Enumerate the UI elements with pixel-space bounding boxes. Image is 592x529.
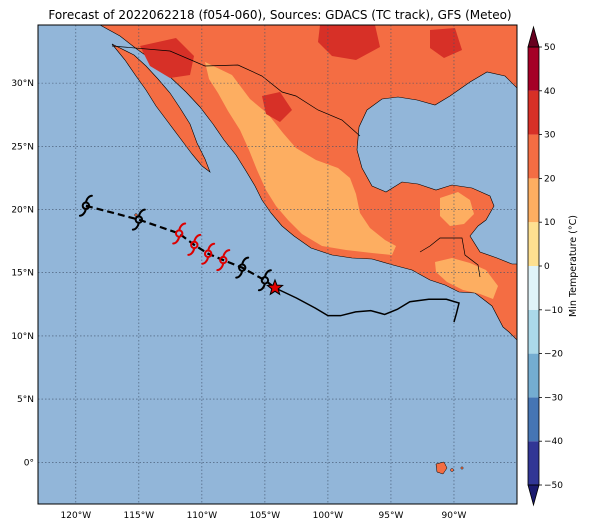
colorbar-band [528,266,539,310]
colorbar-tick-label: 10 [544,218,556,228]
lat-tick-label: 20°N [11,206,34,216]
lat-tick-label: 10°N [11,332,34,342]
land-hot-central [262,92,292,122]
land-cool-yucatan [440,192,474,226]
longitude-labels: 120°W 115°W 110°W 105°W 100°W 95°W 90°W [61,511,467,521]
cyclone-symbol-icon [216,249,231,272]
lat-tick-label: 30°N [11,79,34,89]
lon-tick-label: 95°W [379,511,404,521]
colorbar-extend-top [527,25,540,48]
island [134,213,138,217]
colorbar-tick-label: 20 [544,174,556,184]
island [460,466,464,470]
land-hot-southwest [140,38,194,78]
colorbar-tick-label: −40 [544,437,563,447]
border-guatemala [419,237,481,278]
cyclone-symbol-icon [257,269,272,292]
colorbar-tick-label: −20 [544,350,563,360]
lat-tick-label: 5°N [17,395,34,405]
lon-tick-label: 90°W [442,511,467,521]
lat-tick-label: 0° [24,458,34,468]
map-title: Forecast of 2022062218 (f054-060), Sourc… [48,8,512,22]
colorbar-band [528,178,539,223]
cyclone-symbol-icon [187,233,202,256]
colorbar-band [528,134,539,179]
cyclone-symbol-icon [172,222,187,245]
latitude-labels: 30°N 25°N 20°N 15°N 10°N 5°N 0° [11,79,34,468]
colorbar-tick-label: −30 [544,393,563,403]
lat-tick-label: 25°N [11,142,34,152]
colorbar-band [528,353,539,398]
forecast-track-line [85,204,276,289]
map-frame [37,24,518,505]
past-track-line [274,287,460,323]
land-hot-north [318,25,380,60]
lon-tick-label: 120°W [61,511,92,521]
land-cool-central-america [435,258,498,299]
cyclone-symbol-icon [201,242,216,265]
current-position-star-icon [266,278,284,296]
lon-tick-label: 100°W [313,511,344,521]
colorbar-band [528,47,539,91]
lon-tick-label: 115°W [124,511,155,521]
colorbar-label: Min Temperature (°C) [568,215,579,317]
cyclone-symbol-icon [131,208,146,231]
colorbar-band [528,222,539,266]
cyclone-symbol-icon [235,256,250,279]
colorbar-tick-label: −50 [544,481,563,491]
colorbar-extend-bottom [527,484,540,507]
colorbar-band [528,309,539,354]
colorbar-band [528,441,539,485]
lon-tick-label: 110°W [187,511,218,521]
border-us-mexico [111,45,361,137]
colorbar-tick-label: 30 [544,131,556,141]
colorbar-tick-label: −10 [544,306,563,316]
colorbar-band [528,397,539,442]
cyclone-symbol-icon [78,194,93,217]
colorbar: 50 40 30 20 10 0 −10 −20 −30 −40 −50 [527,25,563,507]
colorbar-tick-label: 40 [544,87,556,97]
lat-tick-label: 15°N [11,269,34,279]
storm-track [78,194,460,323]
map-area [38,25,517,504]
land-baja-california [111,43,211,173]
colorbar-tick-label: 50 [544,43,556,53]
colorbar-tick-label: 0 [544,262,550,272]
colorbar-band [528,90,539,135]
island [450,468,454,472]
land-galapagos [435,461,448,475]
land-cool-interior [205,62,396,255]
lon-tick-label: 105°W [250,511,281,521]
